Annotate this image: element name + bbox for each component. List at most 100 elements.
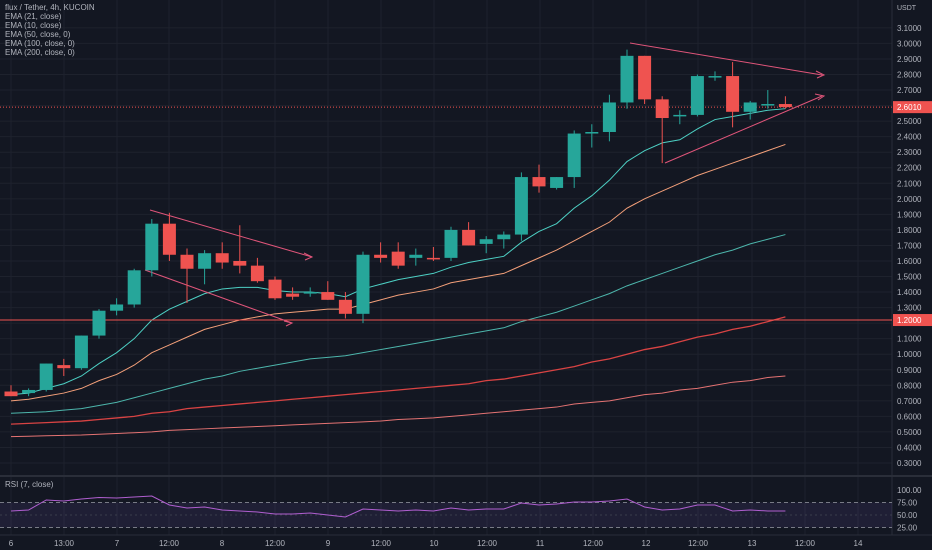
time-tick-label: 13 bbox=[748, 539, 757, 548]
price-tick-label: 1.6000 bbox=[897, 257, 922, 266]
candle-body bbox=[374, 254, 388, 258]
candle-body bbox=[514, 177, 528, 235]
chart-title: flux / Tether, 4h, KUCOIN bbox=[5, 3, 95, 12]
candle-body bbox=[92, 310, 106, 336]
candle-body bbox=[497, 234, 511, 240]
candle-body bbox=[321, 292, 335, 300]
price-tick-label: 2.9000 bbox=[897, 55, 922, 64]
trendline-upper-2 bbox=[629, 42, 823, 76]
candle-body bbox=[585, 131, 599, 134]
candle-body bbox=[620, 55, 634, 103]
price-tick-label: 2.4000 bbox=[897, 133, 922, 142]
time-tick-label: 12:00 bbox=[795, 539, 816, 548]
indicator-ema21[interactable]: EMA (21, close) bbox=[5, 12, 62, 21]
candle-body bbox=[673, 114, 687, 117]
candle-body bbox=[338, 299, 352, 314]
candle-body bbox=[127, 270, 141, 305]
rsi-tick-label: 75.00 bbox=[897, 499, 918, 508]
ema10-line bbox=[10, 108, 786, 396]
price-tick-label: 2.8000 bbox=[897, 71, 922, 80]
time-tick-label: 12:00 bbox=[583, 539, 604, 548]
trendline-upper-1 bbox=[149, 209, 313, 258]
candle-body bbox=[74, 335, 88, 369]
price-tick-label: 1.9000 bbox=[897, 210, 922, 219]
time-tick-label: 13:00 bbox=[54, 539, 75, 548]
candle-body bbox=[426, 257, 440, 260]
candle-body bbox=[162, 223, 176, 255]
rsi-title[interactable]: RSI (7, close) bbox=[5, 480, 54, 489]
price-tick-label: 0.5000 bbox=[897, 428, 922, 437]
arrow-head bbox=[815, 70, 826, 79]
candle-body bbox=[409, 254, 423, 258]
price-tick-label: 1.5000 bbox=[897, 273, 922, 282]
candle-body bbox=[761, 104, 775, 106]
candle-body bbox=[4, 391, 18, 397]
candle-body bbox=[444, 229, 458, 258]
currency-label: USDT bbox=[897, 5, 917, 12]
candle-body bbox=[39, 363, 53, 390]
rsi-line bbox=[10, 495, 786, 518]
ema50-line bbox=[10, 234, 786, 414]
price-tick-label: 1.0000 bbox=[897, 350, 922, 359]
time-tick-label: 12:00 bbox=[159, 539, 180, 548]
candle-body bbox=[110, 304, 124, 311]
candle-body bbox=[726, 76, 740, 112]
price-tick-label: 0.7000 bbox=[897, 397, 922, 406]
time-tick-label: 12:00 bbox=[477, 539, 498, 548]
trendline-lower-1 bbox=[144, 269, 293, 324]
candle-body bbox=[638, 55, 652, 100]
arrow-head bbox=[303, 252, 314, 261]
candle-body bbox=[743, 102, 757, 112]
candle-body bbox=[356, 254, 370, 314]
candle-body bbox=[268, 279, 282, 299]
price-tick-label: 2.3000 bbox=[897, 148, 922, 157]
price-tick-label: 1.3000 bbox=[897, 304, 922, 313]
rsi-tick-label: 25.00 bbox=[897, 524, 918, 533]
time-tick-label: 8 bbox=[220, 539, 225, 548]
candle-body bbox=[198, 253, 212, 269]
price-tick-label: 2.7000 bbox=[897, 86, 922, 95]
indicator-ema200[interactable]: EMA (200, close, 0) bbox=[5, 48, 75, 57]
price-tick-label: 1.1000 bbox=[897, 335, 922, 344]
time-tick-label: 12 bbox=[642, 539, 651, 548]
price-tick-label: 2.5000 bbox=[897, 117, 922, 126]
candle-body bbox=[655, 99, 669, 119]
price-tick-label: 1.8000 bbox=[897, 226, 922, 235]
candle-body bbox=[602, 102, 616, 132]
price-tick-label: 0.4000 bbox=[897, 443, 922, 452]
candle-body bbox=[250, 265, 264, 282]
arrow-head bbox=[283, 320, 294, 327]
time-tick-label: 12:00 bbox=[688, 539, 709, 548]
price-tick-label: 0.6000 bbox=[897, 412, 922, 421]
candle-body bbox=[22, 389, 36, 394]
candle-body bbox=[708, 76, 722, 78]
candle-body bbox=[778, 104, 792, 108]
price-tick-label: 2.1000 bbox=[897, 179, 922, 188]
price-tick-label: 3.1000 bbox=[897, 24, 922, 33]
time-tick-label: 9 bbox=[326, 539, 331, 548]
price-tick-label: 2.2000 bbox=[897, 164, 922, 173]
price-tick-label: 2.0000 bbox=[897, 195, 922, 204]
price-tick-label: 3.0000 bbox=[897, 39, 922, 48]
candle-body bbox=[550, 177, 564, 188]
candle-body bbox=[180, 254, 194, 269]
ema21-line bbox=[10, 143, 786, 402]
level-price-tag bbox=[893, 314, 932, 327]
last-price-value: 2.6010 bbox=[897, 103, 922, 112]
time-tick-label: 11 bbox=[536, 539, 545, 548]
indicator-ema100[interactable]: EMA (100, close, 0) bbox=[5, 39, 75, 48]
price-tick-label: 1.7000 bbox=[897, 241, 922, 250]
time-tick-label: 12:00 bbox=[265, 539, 286, 548]
candle-body bbox=[286, 293, 300, 297]
indicator-ema50[interactable]: EMA (50, close, 0) bbox=[5, 30, 71, 39]
rsi-tick-label: 100.00 bbox=[897, 486, 922, 495]
level-price-value: 1.2000 bbox=[897, 316, 922, 325]
ema200-line bbox=[10, 375, 786, 438]
ema100-line bbox=[10, 316, 786, 425]
trendline-lower-2 bbox=[664, 95, 823, 164]
indicator-ema10[interactable]: EMA (10, close) bbox=[5, 21, 62, 30]
price-tick-label: 0.9000 bbox=[897, 366, 922, 375]
candle-body bbox=[303, 292, 317, 294]
